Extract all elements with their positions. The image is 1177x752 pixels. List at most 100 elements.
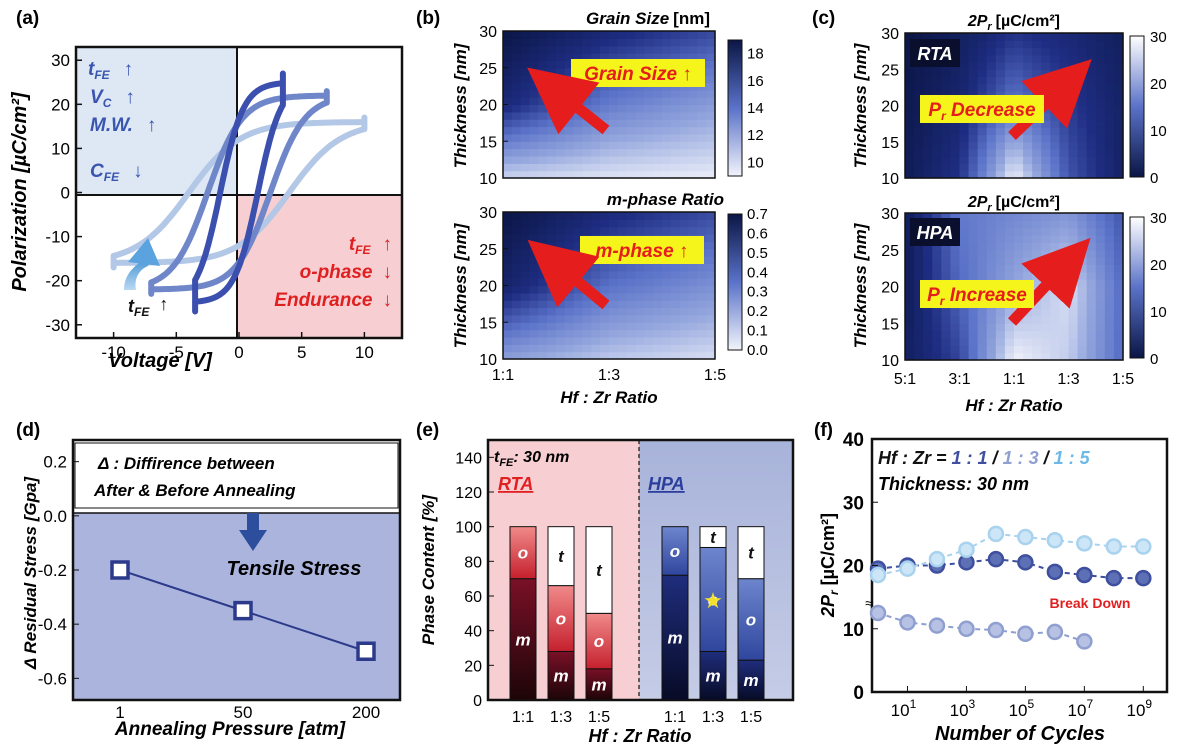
heatmap-cell: [968, 330, 979, 339]
heatmap-cell: [1032, 62, 1042, 70]
heatmap-cell: [968, 149, 979, 157]
heatmap-cell: [995, 141, 1006, 150]
heatmap-cell: [653, 307, 663, 316]
grain-size-arrow-icon: [527, 67, 610, 135]
heatmap-cell: [626, 97, 637, 106]
heatmap-cell: [653, 292, 663, 301]
x-tick-label: -10: [101, 343, 126, 362]
heatmap-cell: [1104, 83, 1115, 92]
heatmap-cell: [1059, 112, 1070, 121]
heatmap-cell: [1113, 127, 1124, 136]
heatmap-cell: [959, 345, 970, 354]
heatmap-cell: [582, 148, 592, 157]
heatmap-cell: [617, 300, 628, 309]
heatmap-cell: [1032, 345, 1042, 354]
heatmap-cell: [582, 226, 592, 235]
heatmap-cell: [1004, 271, 1015, 280]
heatmap-cell: [1050, 69, 1061, 78]
heatmap-cell: [1041, 141, 1051, 150]
heatmap-cell: [950, 352, 961, 361]
heatmap-cell: [941, 242, 952, 251]
heatmap-cell: [662, 278, 672, 287]
heatmap-cell: [1086, 134, 1097, 143]
heatmap-cell: [538, 285, 548, 294]
heatmap-cell: [1004, 54, 1015, 63]
heatmap-cell: [932, 242, 942, 251]
heatmap-cell: [932, 315, 942, 324]
heatmap-cell: [670, 322, 681, 331]
x-tick-label: 107: [1068, 697, 1094, 720]
heatmap-cell: [564, 45, 575, 54]
heatmap-cell: [644, 119, 654, 128]
heatmap-cell: [1041, 345, 1051, 354]
heatmap-cell: [1041, 213, 1051, 221]
heatmap-cell: [653, 53, 663, 61]
heatmap-cell: [1068, 127, 1079, 136]
heatmap-cell: [697, 89, 707, 98]
heatmap-cell: [959, 330, 970, 339]
heatmap-cell: [564, 155, 575, 164]
heatmap-cell: [986, 323, 997, 332]
heatmap-cell: [520, 226, 531, 235]
heatmap-cell: [688, 148, 698, 157]
heatmap-cell: [503, 38, 513, 47]
heatmap-cell: [1077, 264, 1088, 273]
phase-letter: m: [515, 630, 530, 649]
x-ticks-a: -10 -5 0 5 10: [101, 332, 374, 362]
heatmap-cell: [662, 170, 672, 179]
heatmap-cell: [617, 285, 628, 294]
heatmap-cell: [653, 351, 663, 360]
heatmap-cell: [644, 126, 654, 135]
heatmap-cell: [503, 126, 513, 135]
x-tick-label: 1:1: [492, 367, 514, 384]
heatmap-cell: [556, 133, 566, 142]
heatmap-cell: [914, 98, 924, 107]
heatmap-cell: [679, 97, 690, 106]
heatmap-cell: [959, 170, 970, 179]
heatmap-cell: [968, 249, 979, 258]
svg-text:tFE↑: tFE ↑: [349, 234, 392, 257]
heatmap-cell: [520, 322, 531, 331]
heatmap-cell: [959, 54, 970, 63]
heatmap-cell: [511, 38, 522, 47]
heatmap-cell: [564, 141, 575, 150]
heatmap-cell: [1050, 235, 1061, 243]
heatmap-cell: [932, 83, 942, 92]
heatmap-cell: [950, 308, 961, 317]
heatmap-cell: [1059, 213, 1070, 221]
grain-size-title: Grain Size [nm]: [586, 9, 710, 28]
heatmap-cell: [503, 300, 513, 309]
heatmap-cell: [556, 38, 566, 47]
y-tick-label: 25: [881, 62, 899, 79]
heatmap-cell: [1113, 301, 1124, 310]
heatmap-cell: [503, 234, 513, 242]
heatmap-cell: [609, 292, 619, 301]
heatmap-cell: [1086, 40, 1097, 49]
heatmap-cell: [977, 220, 988, 229]
heatmap-cell: [1004, 47, 1015, 56]
heatmap-cell: [626, 111, 637, 120]
heatmap-cell: [635, 322, 645, 331]
heatmap-cell: [706, 82, 716, 91]
heatmap-cell: [600, 104, 610, 113]
heatmap-cell: [977, 330, 988, 339]
heatmap-cell: [511, 60, 522, 69]
heatmap-cell: [538, 126, 548, 135]
heatmap-cell: [529, 336, 539, 345]
heatmap-cell: [688, 53, 698, 61]
heatmap-cell: [600, 336, 610, 345]
cycle-marker: [1046, 563, 1064, 581]
heatmap-cell: [511, 111, 522, 120]
x-tick-label: -5: [169, 343, 184, 362]
heatmap-cell: [653, 45, 663, 54]
heatmap-cell: [932, 163, 942, 172]
x-tick-label: 105: [1009, 697, 1035, 720]
heatmap-cell: [626, 285, 637, 294]
heatmap-cell: [1041, 257, 1051, 266]
heatmap-cell: [905, 213, 915, 221]
heatmap-cell: [950, 120, 961, 128]
heatmap-cell: [905, 264, 915, 273]
heatmap-cell: [1050, 227, 1061, 236]
heatmap-cell: [670, 344, 681, 353]
